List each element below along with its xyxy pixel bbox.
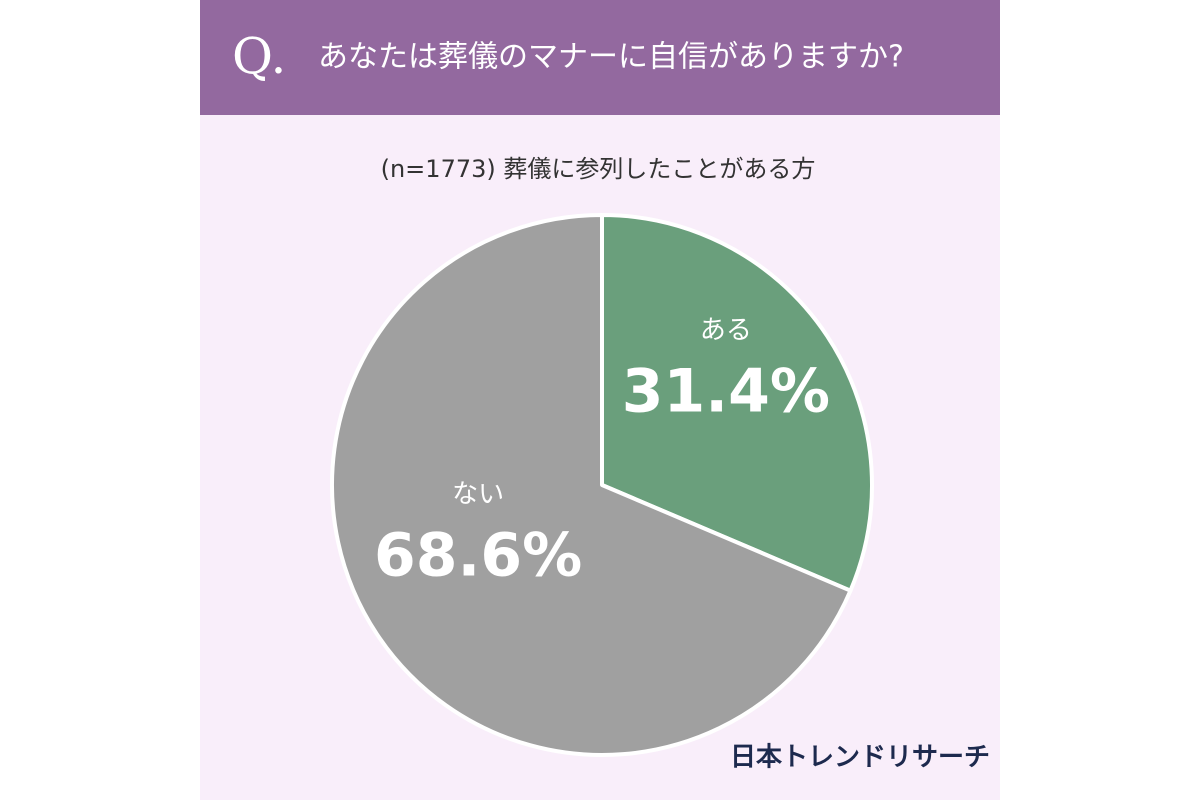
header-bar (200, 0, 1000, 115)
slice-value-label: 68.6% (374, 521, 582, 591)
slice-value-label: 31.4% (622, 357, 830, 427)
subtitle: (n=1773) 葬儀に参列したことがある方 (381, 155, 816, 183)
pie-slice (330, 213, 853, 757)
slice-name: ない (452, 479, 504, 509)
pie: ある 31.4% ない 68.6% (330, 213, 874, 757)
chart-title: あなたは葬儀のマナーに自信がありますか? (318, 40, 904, 75)
slice-name: ある (700, 316, 752, 346)
question-mark: Q. (232, 27, 286, 85)
source-logo: 日本トレンドリサーチ (730, 743, 990, 773)
pie-slice (600, 213, 874, 593)
